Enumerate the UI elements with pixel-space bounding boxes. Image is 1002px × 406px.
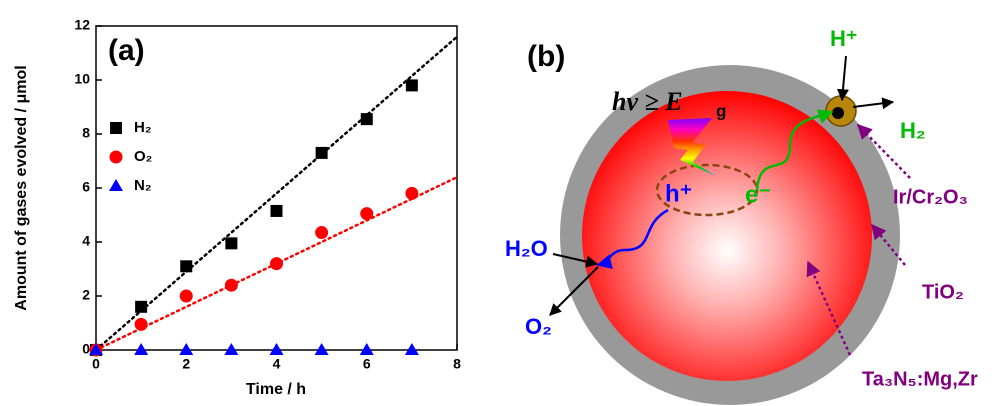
- marker-triangle: [270, 343, 284, 355]
- photon-label-sub: g: [716, 101, 726, 120]
- marker-triangle: [134, 343, 148, 355]
- y-tick-label: 2: [82, 287, 90, 303]
- y-tick-label: 8: [82, 125, 90, 141]
- marker-circle: [405, 187, 418, 200]
- chart: (a) Time / h Amount of gases evolved / μ…: [13, 17, 461, 399]
- legend-label: H₂: [134, 119, 152, 136]
- panel-label: (b): [527, 40, 565, 73]
- shell-label: TiO₂: [922, 281, 964, 303]
- marker-square: [406, 79, 418, 91]
- y-tick-label: 12: [74, 17, 90, 33]
- marker-circle: [180, 290, 193, 303]
- core-label: Ta₃N₅:Mg,Zr: [862, 368, 978, 390]
- marker-triangle: [315, 343, 329, 355]
- figure: (a) Time / h Amount of gases evolved / μ…: [0, 0, 1002, 406]
- diagram: (b) hν ≥ E g h⁺ e⁻ H⁺ H₂ H₂O O₂ Ir/Cr₂O₃…: [505, 26, 978, 405]
- core-particle: [582, 91, 872, 381]
- marker-circle: [110, 151, 123, 164]
- x-axis-label: Time / h: [246, 381, 306, 398]
- x-tick-label: 2: [182, 356, 190, 372]
- water-label: H₂O: [505, 236, 548, 261]
- marker-square: [316, 147, 328, 159]
- marker-triangle: [360, 343, 374, 355]
- marker-square: [180, 260, 192, 272]
- oxygen-label: O₂: [525, 314, 552, 339]
- photon-label: hν ≥ E: [612, 87, 683, 116]
- electron-label: e⁻: [745, 181, 771, 208]
- hydrogen-label: H₂: [900, 118, 926, 143]
- marker-circle: [225, 279, 238, 292]
- marker-square: [361, 113, 373, 125]
- marker-square: [225, 237, 237, 249]
- cocatalyst-core: [832, 107, 844, 119]
- marker-triangle: [224, 343, 238, 355]
- x-tick-label: 4: [273, 356, 281, 372]
- x-tick-label: 0: [92, 356, 100, 372]
- marker-circle: [360, 207, 373, 220]
- marker-triangle: [179, 343, 193, 355]
- hole-label: h⁺: [665, 180, 692, 207]
- marker-square: [110, 122, 122, 134]
- marker-square: [135, 301, 147, 313]
- proton-label: H⁺: [830, 26, 858, 51]
- arrow: [853, 102, 893, 107]
- legend-label: N₂: [134, 177, 152, 194]
- y-tick-label: 10: [74, 71, 90, 87]
- x-tick-label: 6: [363, 356, 371, 372]
- marker-square: [271, 205, 283, 217]
- marker-circle: [135, 318, 148, 331]
- cocatalyst-label: Ir/Cr₂O₃: [893, 186, 968, 208]
- arrow: [842, 56, 846, 100]
- marker-circle: [315, 226, 328, 239]
- y-tick-label: 6: [82, 179, 90, 195]
- panel-label: (a): [108, 34, 145, 67]
- x-tick-label: 8: [453, 356, 461, 372]
- legend-label: O₂: [134, 148, 152, 165]
- marker-triangle: [405, 343, 419, 355]
- marker-circle: [270, 257, 283, 270]
- y-tick-label: 4: [82, 233, 90, 249]
- y-axis-label: Amount of gases evolved / μmol: [13, 65, 30, 310]
- y-tick-label: 0: [82, 341, 90, 357]
- marker-triangle: [109, 179, 123, 191]
